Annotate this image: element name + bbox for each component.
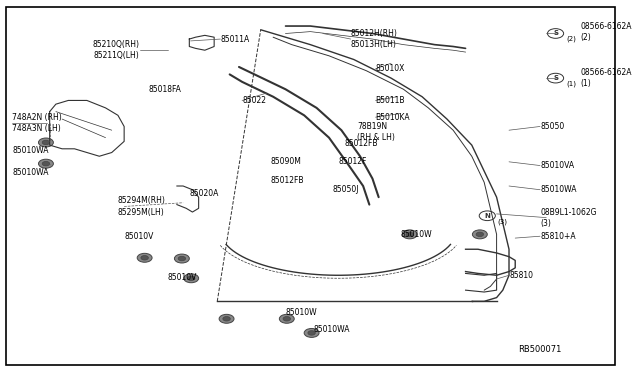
- Text: 85050: 85050: [540, 122, 564, 131]
- Text: 85012FB: 85012FB: [270, 176, 303, 185]
- Circle shape: [223, 317, 230, 321]
- Circle shape: [406, 232, 413, 237]
- Circle shape: [42, 140, 50, 145]
- Text: 85010V: 85010V: [124, 232, 154, 241]
- Text: 85022: 85022: [242, 96, 266, 105]
- Text: RB500071: RB500071: [518, 345, 562, 354]
- Text: 08B9L1-1062G
(3): 08B9L1-1062G (3): [540, 208, 596, 228]
- Text: S: S: [553, 75, 558, 81]
- Text: 08566-6162A
(2): 08566-6162A (2): [580, 22, 632, 42]
- Text: 748A2N (RH)
748A3N (LH): 748A2N (RH) 748A3N (LH): [12, 113, 62, 133]
- Circle shape: [476, 232, 484, 237]
- Circle shape: [178, 256, 186, 261]
- Text: B5011B: B5011B: [376, 96, 405, 105]
- Text: 85010V: 85010V: [168, 273, 197, 282]
- Text: 85294M(RH)
85295M(LH): 85294M(RH) 85295M(LH): [118, 196, 166, 217]
- Text: 85011A: 85011A: [220, 35, 250, 44]
- Text: (3): (3): [498, 218, 508, 225]
- Circle shape: [38, 159, 53, 168]
- Text: (1): (1): [566, 80, 576, 87]
- Text: 85810+A: 85810+A: [540, 232, 575, 241]
- Text: B5010KA: B5010KA: [376, 113, 410, 122]
- Text: 85050J: 85050J: [332, 185, 358, 194]
- Text: 85010W: 85010W: [285, 308, 317, 317]
- Circle shape: [547, 73, 564, 83]
- Circle shape: [188, 276, 195, 280]
- Circle shape: [402, 230, 417, 239]
- Text: 85090M: 85090M: [270, 157, 301, 166]
- Circle shape: [479, 211, 495, 221]
- Text: 85010WA: 85010WA: [540, 185, 577, 194]
- Circle shape: [42, 161, 50, 166]
- Circle shape: [279, 314, 294, 323]
- Text: 85010WA: 85010WA: [314, 325, 350, 334]
- Text: 85010X: 85010X: [376, 64, 405, 73]
- Circle shape: [308, 331, 316, 335]
- Circle shape: [137, 253, 152, 262]
- Text: 85010VA: 85010VA: [540, 161, 574, 170]
- Circle shape: [472, 230, 487, 239]
- Text: (2): (2): [566, 36, 576, 42]
- Circle shape: [219, 314, 234, 323]
- Circle shape: [547, 29, 564, 38]
- Text: 08566-6162A
(1): 08566-6162A (1): [580, 68, 632, 88]
- Text: 85810: 85810: [509, 271, 533, 280]
- Text: 85210Q(RH)
85211Q(LH): 85210Q(RH) 85211Q(LH): [93, 40, 140, 60]
- Text: 85012F: 85012F: [339, 157, 367, 166]
- Text: 85012FB: 85012FB: [344, 139, 378, 148]
- Circle shape: [175, 254, 189, 263]
- Text: 85010WA: 85010WA: [12, 169, 49, 177]
- Circle shape: [38, 138, 53, 147]
- Text: 78B19N
(RH & LH): 78B19N (RH & LH): [357, 122, 395, 142]
- Text: S: S: [553, 31, 558, 36]
- Text: 85012H(RH)
85013H(LH): 85012H(RH) 85013H(LH): [351, 29, 397, 49]
- Circle shape: [141, 256, 148, 260]
- Circle shape: [304, 328, 319, 337]
- Circle shape: [283, 317, 291, 321]
- Circle shape: [184, 274, 198, 283]
- Text: 85010WA: 85010WA: [12, 146, 49, 155]
- Text: N: N: [484, 213, 490, 219]
- Text: 85018FA: 85018FA: [149, 85, 182, 94]
- Text: 85020A: 85020A: [189, 189, 219, 198]
- Text: 85010W: 85010W: [401, 230, 432, 239]
